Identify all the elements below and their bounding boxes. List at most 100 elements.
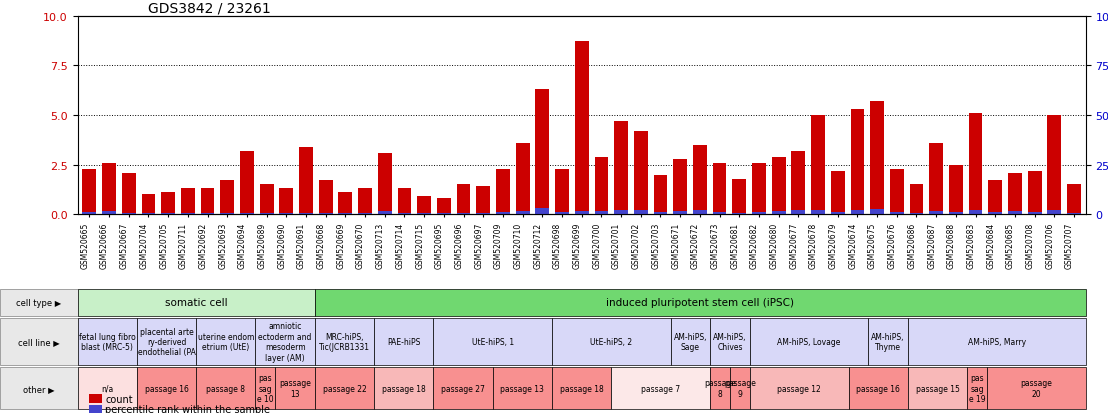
Bar — [870, 210, 884, 215]
FancyBboxPatch shape — [196, 368, 256, 409]
Bar — [910, 213, 923, 215]
Bar — [89, 405, 102, 413]
Bar — [299, 213, 312, 215]
FancyBboxPatch shape — [710, 318, 750, 366]
FancyBboxPatch shape — [849, 368, 907, 409]
Text: MRC-hiPS,
Tic(JCRB1331: MRC-hiPS, Tic(JCRB1331 — [319, 332, 370, 351]
Bar — [319, 181, 332, 215]
Bar — [102, 211, 116, 215]
Text: passage 16: passage 16 — [144, 384, 188, 393]
FancyBboxPatch shape — [375, 368, 433, 409]
Text: somatic cell: somatic cell — [165, 297, 227, 308]
Bar — [82, 212, 96, 215]
Bar — [496, 213, 510, 215]
Bar — [654, 175, 667, 215]
Bar — [201, 214, 215, 215]
Text: cell type ▶: cell type ▶ — [17, 298, 61, 307]
Bar — [89, 394, 102, 403]
Text: UtE-hiPS, 2: UtE-hiPS, 2 — [591, 337, 633, 346]
Bar — [948, 165, 963, 215]
Bar — [595, 211, 608, 215]
Bar — [515, 211, 530, 215]
Bar — [220, 181, 234, 215]
Bar — [259, 185, 274, 215]
Bar — [201, 189, 215, 215]
Bar — [122, 213, 135, 215]
Bar — [674, 212, 687, 215]
Text: passage
20: passage 20 — [1020, 379, 1053, 398]
Text: count: count — [105, 394, 133, 404]
Text: GDS3842 / 23261: GDS3842 / 23261 — [148, 1, 270, 15]
Bar — [968, 210, 983, 215]
FancyBboxPatch shape — [552, 368, 612, 409]
FancyBboxPatch shape — [750, 368, 849, 409]
Text: AM-hiPS, Marry: AM-hiPS, Marry — [967, 337, 1026, 346]
Text: cell line ▶: cell line ▶ — [18, 337, 60, 346]
Bar — [732, 179, 746, 215]
Bar — [988, 181, 1002, 215]
Bar — [851, 210, 864, 215]
Text: AM-hiPS,
Thyme: AM-hiPS, Thyme — [871, 332, 905, 351]
FancyBboxPatch shape — [750, 318, 869, 366]
FancyBboxPatch shape — [137, 368, 196, 409]
Bar — [831, 212, 844, 215]
Bar — [634, 210, 648, 215]
FancyBboxPatch shape — [0, 289, 78, 316]
FancyBboxPatch shape — [612, 368, 710, 409]
Bar — [1067, 213, 1081, 215]
Bar — [456, 214, 471, 215]
FancyBboxPatch shape — [78, 289, 315, 316]
Text: passage 15: passage 15 — [915, 384, 960, 393]
FancyBboxPatch shape — [78, 318, 137, 366]
Bar — [791, 211, 806, 215]
Bar — [102, 163, 116, 215]
Text: PAE-hiPS: PAE-hiPS — [387, 337, 420, 346]
Text: passage 13: passage 13 — [501, 384, 544, 393]
FancyBboxPatch shape — [256, 368, 275, 409]
FancyBboxPatch shape — [987, 368, 1086, 409]
Bar — [398, 189, 411, 215]
Text: AM-hiPS, Lovage: AM-hiPS, Lovage — [778, 337, 841, 346]
Text: passage 27: passage 27 — [441, 384, 485, 393]
Bar — [476, 214, 490, 215]
Bar — [575, 42, 588, 215]
Text: passage
8: passage 8 — [705, 379, 736, 398]
Bar — [162, 214, 175, 215]
Bar — [654, 213, 667, 215]
Bar — [358, 189, 372, 215]
FancyBboxPatch shape — [433, 318, 552, 366]
Text: passage 18: passage 18 — [382, 384, 425, 393]
Text: uterine endom
etrium (UtE): uterine endom etrium (UtE) — [197, 332, 254, 351]
Bar — [1047, 210, 1061, 215]
Text: passage 8: passage 8 — [206, 384, 245, 393]
Bar — [122, 173, 135, 215]
FancyBboxPatch shape — [552, 318, 670, 366]
Text: AM-hiPS,
Chives: AM-hiPS, Chives — [714, 332, 747, 351]
Bar — [752, 163, 766, 215]
Bar — [692, 145, 707, 215]
Bar — [614, 121, 628, 215]
Bar — [1028, 212, 1042, 215]
Bar — [398, 214, 411, 215]
Bar — [358, 214, 372, 215]
Bar — [1047, 116, 1061, 215]
Bar — [181, 189, 195, 215]
Bar — [437, 199, 451, 215]
Bar — [851, 110, 864, 215]
Text: passage 12: passage 12 — [778, 384, 821, 393]
Bar — [240, 151, 254, 215]
Bar — [674, 159, 687, 215]
FancyBboxPatch shape — [907, 368, 967, 409]
Bar — [1008, 173, 1022, 215]
Bar — [752, 212, 766, 215]
Bar — [692, 210, 707, 215]
Bar — [614, 210, 628, 215]
Text: passage
9: passage 9 — [724, 379, 756, 398]
Bar — [811, 116, 825, 215]
FancyBboxPatch shape — [275, 368, 315, 409]
FancyBboxPatch shape — [196, 318, 256, 366]
Bar — [418, 197, 431, 215]
Bar — [772, 212, 786, 215]
Bar — [418, 214, 431, 215]
FancyBboxPatch shape — [670, 318, 710, 366]
